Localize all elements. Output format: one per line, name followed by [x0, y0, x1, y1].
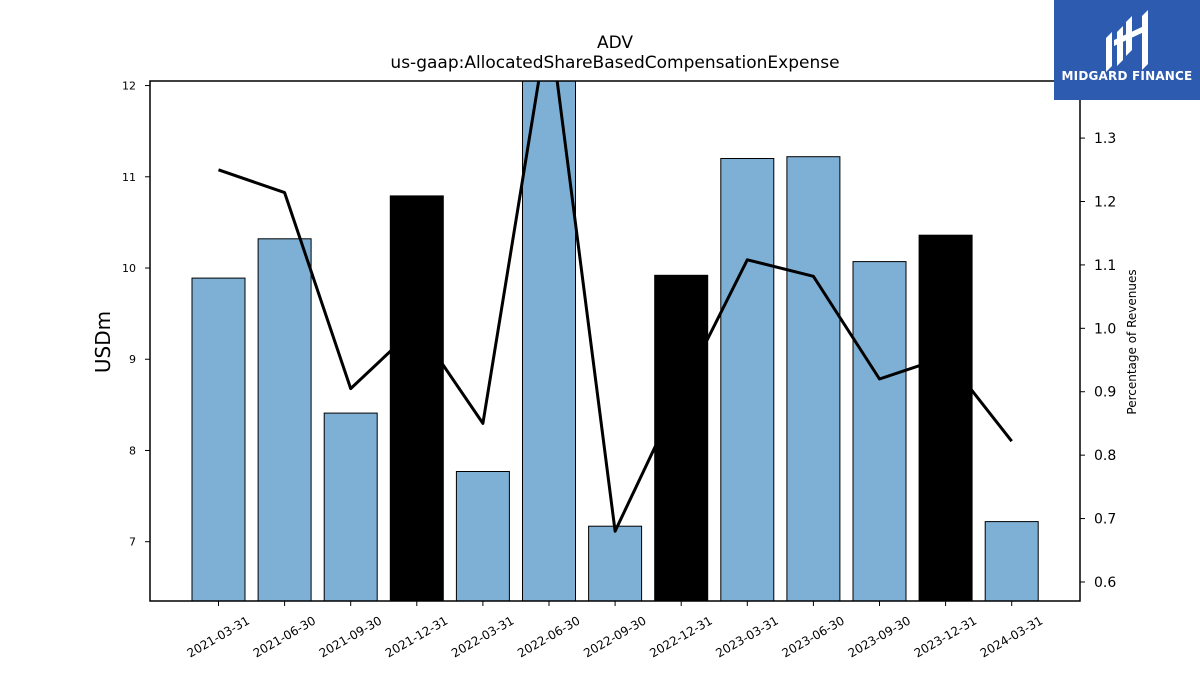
y-axis-label: USDm — [91, 311, 115, 373]
y2-tick-label: 0.6 — [1094, 575, 1116, 591]
x-tick-label: 2021-03-31 — [185, 613, 252, 660]
y2-axis-label: Percentage of Revenues — [1125, 269, 1139, 414]
y2-tick-label: 0.7 — [1094, 512, 1116, 528]
bar — [522, 81, 576, 601]
bar — [984, 521, 1039, 601]
bar — [389, 195, 444, 601]
line-layer — [218, 81, 1013, 533]
bar — [786, 156, 841, 601]
y-tick-label: 11 — [122, 171, 136, 184]
y2-tick-label: 0.9 — [1094, 385, 1116, 401]
y-tick-label: 12 — [122, 80, 136, 93]
x-tick-label: 2022-09-30 — [581, 613, 648, 660]
y-tick-label: 9 — [129, 353, 136, 366]
x-tick-label: 2024-03-31 — [978, 613, 1045, 660]
y-axis-right: 0.6 0.7 0.8 0.9 1.0 1.1 1.2 1.3 — [1080, 131, 1116, 591]
brand-logo: MIDGARD FINANCE — [1054, 0, 1200, 100]
bar — [654, 274, 709, 601]
x-tick-label: 2021-09-30 — [317, 613, 384, 660]
x-tick-label: 2021-06-30 — [251, 613, 318, 660]
x-tick-label: 2023-12-31 — [912, 613, 979, 660]
x-tick-label: 2022-03-31 — [449, 613, 516, 660]
y2-tick-label: 0.8 — [1094, 448, 1116, 464]
bar — [852, 261, 907, 601]
series-line — [218, 81, 1013, 533]
chart-subtitle: us-gaap:AllocatedShareBasedCompensationE… — [390, 53, 839, 73]
x-axis: 2021-03-312021-06-302021-09-302021-12-31… — [185, 601, 1045, 660]
chart-title: ADV — [597, 33, 633, 53]
logo-mark-icon — [1106, 10, 1148, 72]
bar — [918, 234, 973, 601]
bars — [191, 81, 1039, 601]
bar — [191, 277, 246, 601]
y-axis-left: 7 8 9 10 11 12 — [122, 80, 150, 549]
x-tick-label: 2022-06-30 — [515, 613, 582, 660]
y-tick-label: 7 — [129, 536, 136, 549]
x-tick-label: 2021-12-31 — [383, 613, 450, 660]
x-tick-label: 2023-09-30 — [846, 613, 913, 660]
x-tick-label: 2022-12-31 — [647, 613, 714, 660]
bar — [455, 471, 510, 601]
bar — [323, 412, 378, 601]
y2-tick-label: 1.0 — [1094, 321, 1116, 337]
y2-tick-label: 1.3 — [1094, 131, 1116, 147]
bar — [257, 238, 312, 601]
y-tick-label: 10 — [122, 262, 136, 275]
y2-tick-label: 1.2 — [1094, 194, 1116, 210]
x-tick-label: 2023-06-30 — [779, 613, 846, 660]
bar — [720, 158, 775, 601]
logo-text: MIDGARD FINANCE — [1061, 69, 1193, 83]
bar — [588, 525, 643, 601]
y-tick-label: 8 — [129, 444, 136, 457]
x-tick-label: 2023-03-31 — [713, 613, 780, 660]
y2-tick-label: 1.1 — [1094, 258, 1116, 274]
